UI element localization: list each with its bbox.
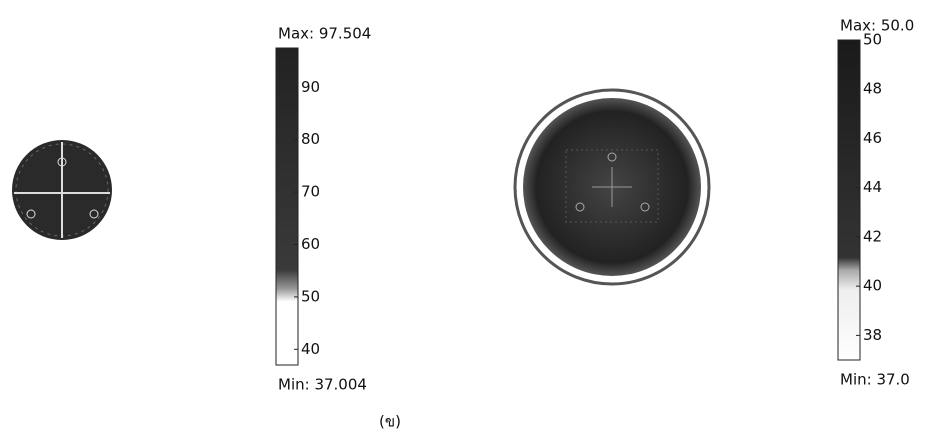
tick-label: 60 xyxy=(301,235,320,253)
tick-label: 42 xyxy=(863,227,882,245)
thermal-image-left xyxy=(12,140,112,240)
thermal-image-right xyxy=(513,88,711,286)
tick-label: 40 xyxy=(863,277,882,295)
tick-label: 40 xyxy=(301,340,320,358)
tick-label: 46 xyxy=(863,129,882,147)
min-label: Min: 37.0 xyxy=(840,371,910,389)
colorbar xyxy=(837,39,861,361)
tick-label: 44 xyxy=(863,178,882,196)
tick-label: 70 xyxy=(301,183,320,201)
tick-label: 50 xyxy=(301,287,320,305)
min-label: Min: 37.004 xyxy=(278,376,367,394)
max-label: Max: 97.504 xyxy=(278,25,371,43)
tick-label: 48 xyxy=(863,80,882,98)
caption: (ข) xyxy=(379,413,401,431)
max-label: Max: 50.0 xyxy=(840,17,914,35)
tick-label: 90 xyxy=(301,78,320,96)
colorbar xyxy=(275,47,299,366)
tick-label: 50 xyxy=(863,31,882,49)
tick-label: 80 xyxy=(301,130,320,148)
tick-label: 38 xyxy=(863,326,882,344)
